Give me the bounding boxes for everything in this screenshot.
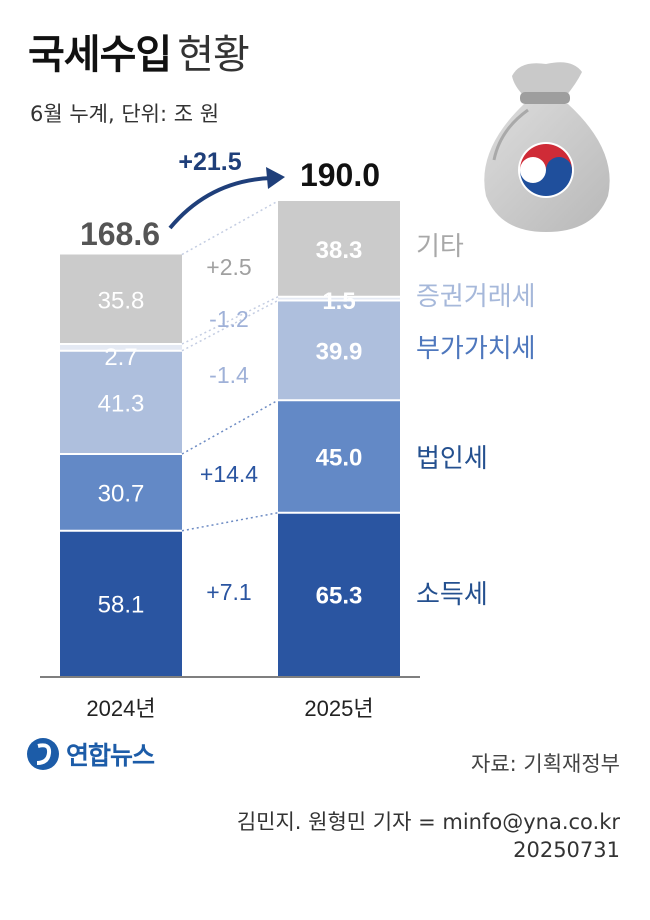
logo-text: 연합뉴스 <box>66 741 155 770</box>
total-change-arrow <box>168 176 273 230</box>
category-label: 2024년 <box>86 696 155 721</box>
total-change-label: +21.5 <box>178 148 241 176</box>
credit-line: 김민지. 원형민 기자 = minfo@yna.co.kr <box>236 810 620 834</box>
source-note: 자료: 기획재정부 <box>471 752 620 776</box>
category-label: 2025년 <box>304 696 373 721</box>
bar-segment <box>278 300 400 401</box>
title-main: 국세수입 <box>28 32 172 78</box>
legend-label: 부가가치세 <box>416 334 536 364</box>
legend-label: 기타 <box>416 232 464 262</box>
connector-line <box>181 512 279 532</box>
value-label: 2.7 <box>104 344 137 371</box>
legend-label: 증권거래세 <box>416 282 536 312</box>
bar-segment <box>60 454 182 531</box>
bar-segment <box>60 530 182 676</box>
value-label: 65.3 <box>316 582 363 609</box>
bar-segment <box>278 296 400 301</box>
value-label: 39.9 <box>316 338 363 365</box>
connector-line <box>181 299 279 352</box>
value-label: 1.5 <box>322 288 355 315</box>
arrow-head <box>266 167 285 189</box>
value-label: 30.7 <box>98 480 145 507</box>
bar-segment <box>60 254 182 344</box>
credit: 김민지. 원형민 기자 = minfo@yna.co.kr 20250731 <box>237 808 620 864</box>
page-title: 국세수입 현황 <box>28 22 250 80</box>
change-label: +2.5 <box>206 254 251 280</box>
value-label: 58.1 <box>98 591 145 618</box>
unit-note: 6월 누계, 단위: 조 원 <box>30 102 220 126</box>
bar-segment <box>278 201 400 297</box>
change-label: +14.4 <box>200 461 258 487</box>
legend-label: 법인세 <box>416 444 488 474</box>
bar-segment <box>60 350 182 454</box>
connector-line <box>181 399 279 455</box>
total-label: 190.0 <box>300 157 380 193</box>
value-label: 45.0 <box>316 445 363 472</box>
total-label: 168.6 <box>80 216 160 252</box>
value-label: 38.3 <box>316 237 363 264</box>
value-label: 41.3 <box>98 390 145 417</box>
change-label: -1.4 <box>209 362 249 388</box>
change-label: +7.1 <box>206 579 251 605</box>
logo: 연합뉴스 <box>26 736 155 772</box>
change-label: -1.2 <box>209 306 249 332</box>
date-line: 20250731 <box>513 838 620 862</box>
yonhap-logo-icon <box>27 738 59 770</box>
value-label: 35.8 <box>98 287 145 314</box>
title-sub: 현황 <box>177 32 250 78</box>
bar-segment <box>278 512 400 676</box>
legend-label: 소득세 <box>416 580 488 610</box>
bar-segment <box>60 344 182 351</box>
connector-line <box>181 200 279 256</box>
bar-segment <box>278 400 400 513</box>
